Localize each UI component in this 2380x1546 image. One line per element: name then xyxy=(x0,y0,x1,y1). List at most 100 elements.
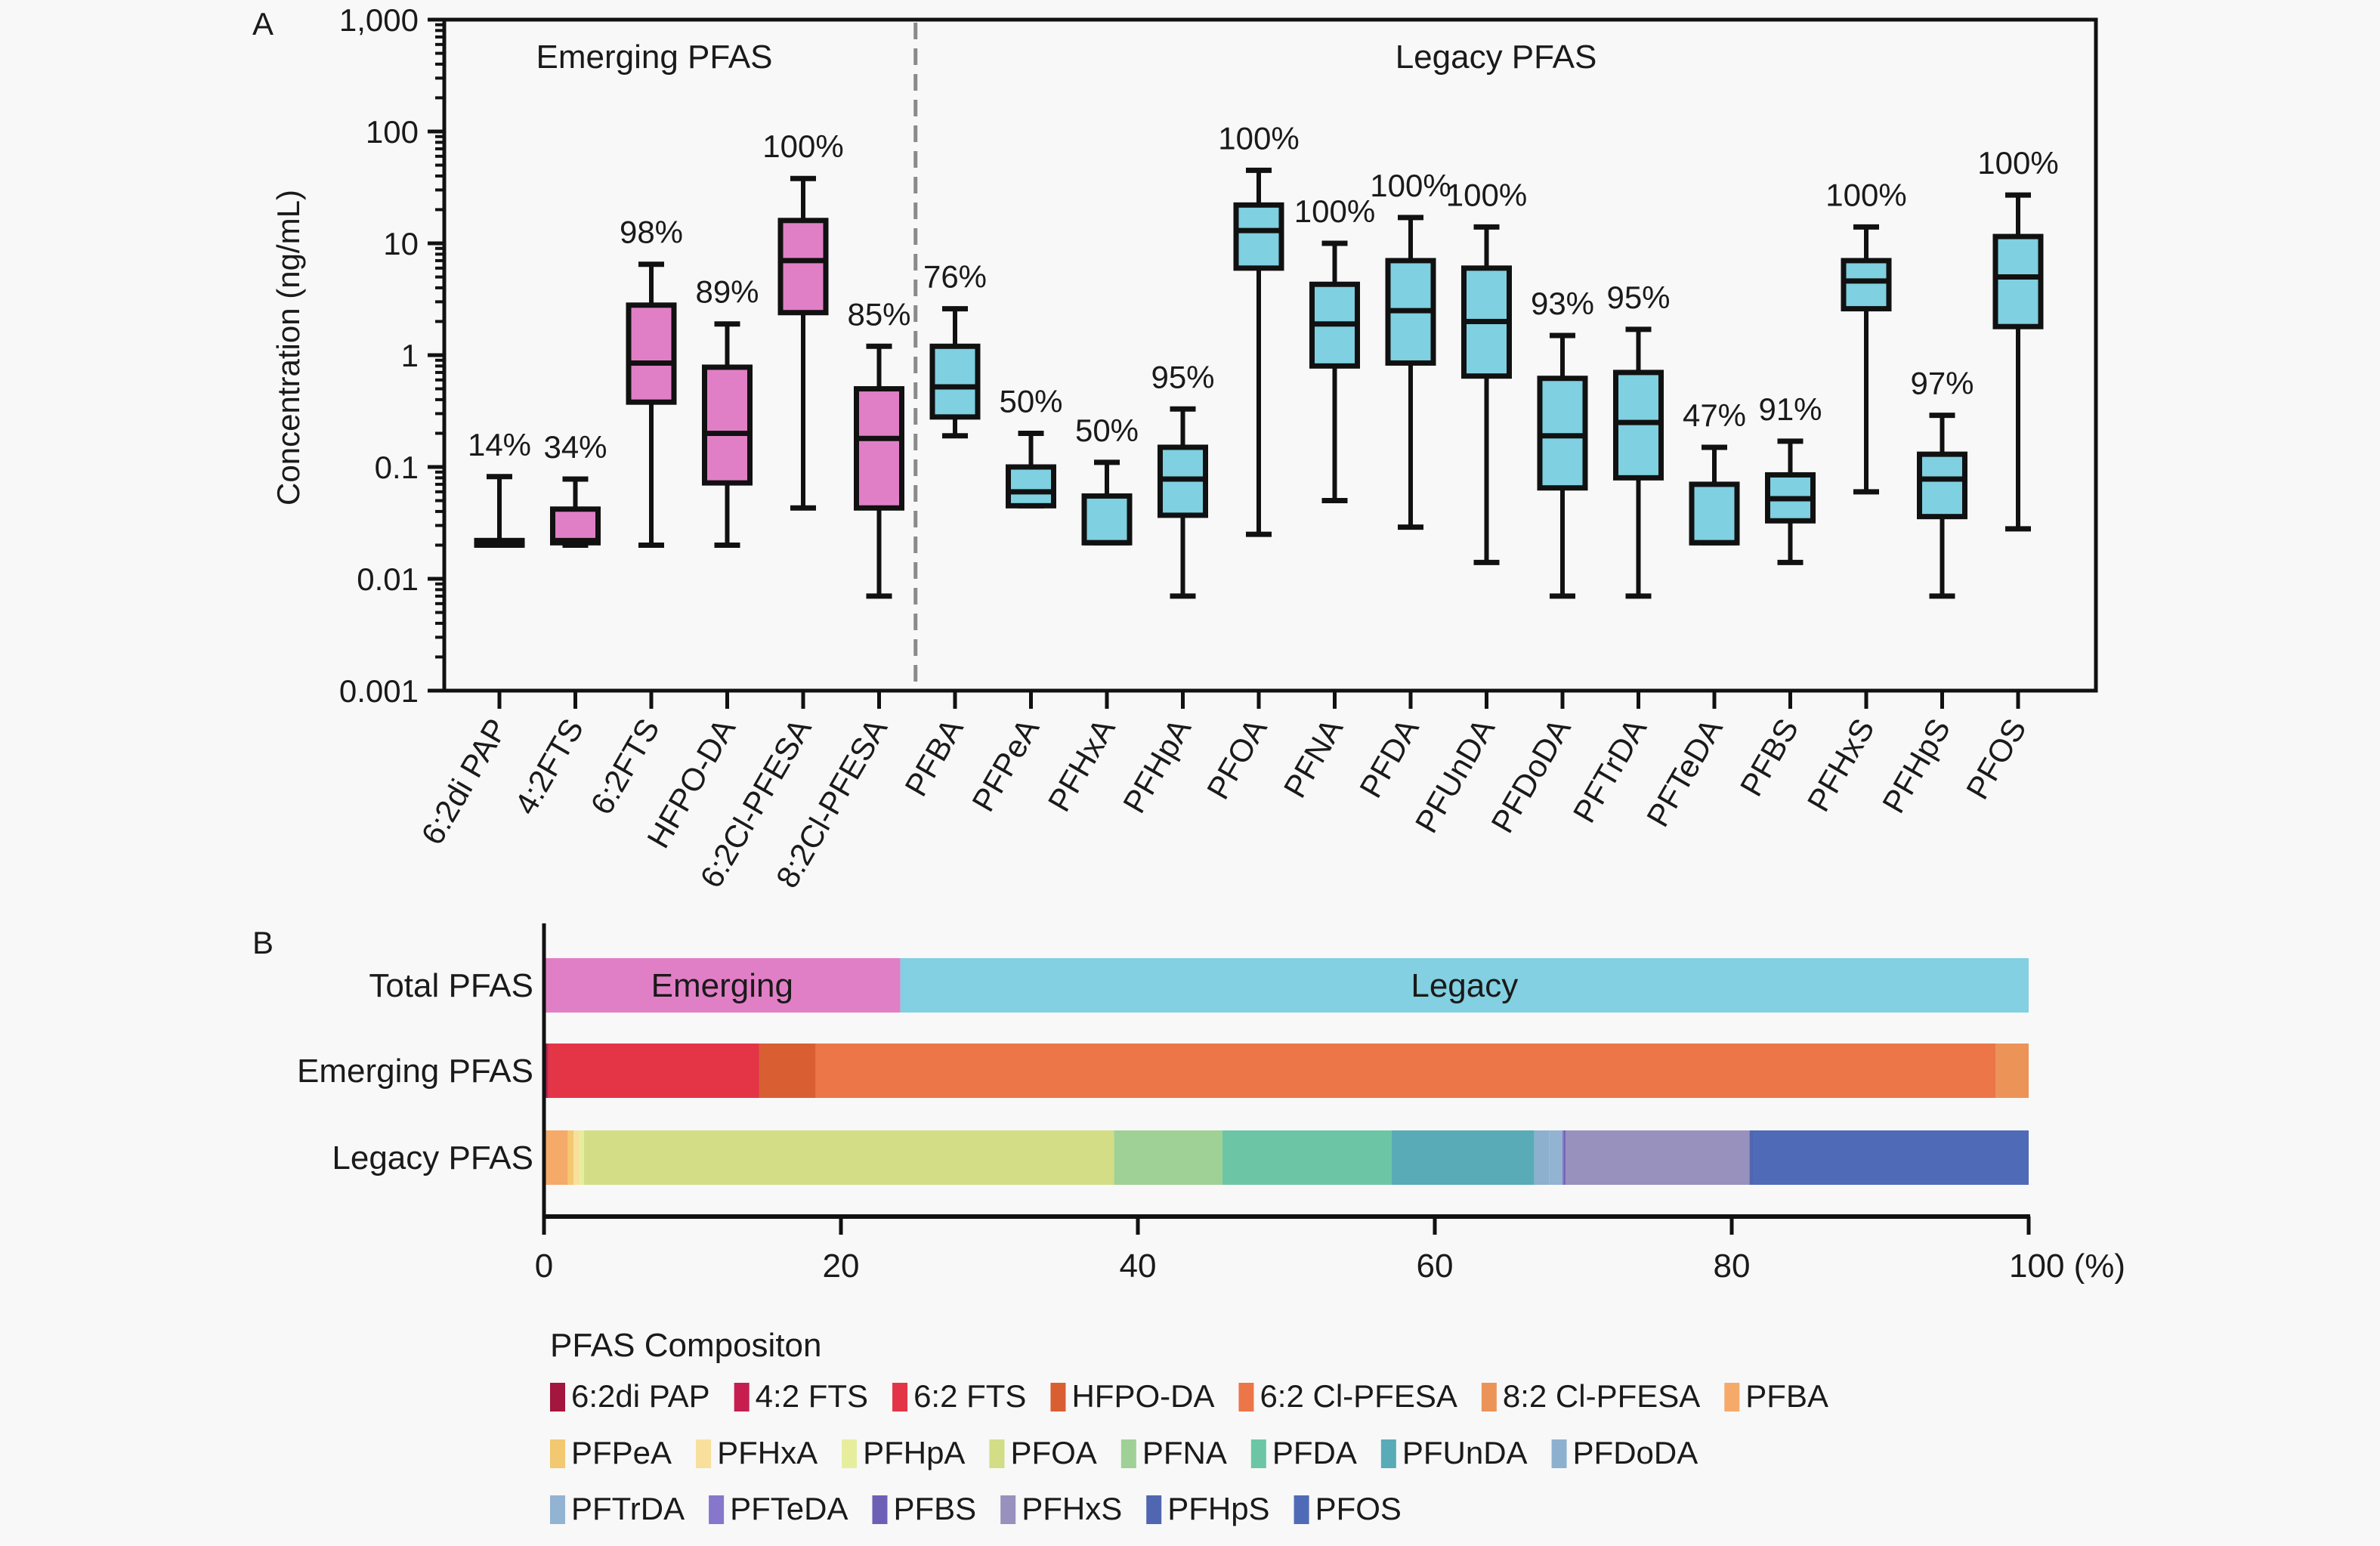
group-label-emerging: Emerging PFAS xyxy=(536,39,772,76)
legend-item: 6:2 FTS xyxy=(892,1378,1026,1414)
y-tick-label: 0.1 xyxy=(375,450,419,485)
detection-rate-label: 95% xyxy=(1606,280,1670,315)
legend-item: PFOA xyxy=(989,1435,1097,1470)
legend-label: PFBS xyxy=(893,1491,976,1526)
legend-item: PFNA xyxy=(1120,1435,1227,1470)
detection-rate-label: 100% xyxy=(1370,168,1451,203)
bar-row-legacy-pfas: Legacy PFAS xyxy=(332,1130,2029,1185)
legend-swatch xyxy=(1000,1495,1016,1524)
box-pfhxs: 100% PFHxS xyxy=(1800,177,1907,817)
legend-item: PFHxA xyxy=(696,1435,818,1470)
bar-segment xyxy=(1565,1130,1750,1185)
x-tick-label: PFBA xyxy=(898,713,970,802)
group-label-legacy: Legacy PFAS xyxy=(1396,39,1597,76)
x-tick-label: PFHpS xyxy=(1875,713,1957,819)
row-label: Total PFAS xyxy=(369,967,533,1004)
detection-rate-label: 100% xyxy=(1825,177,1906,212)
legend-label: PFTeDA xyxy=(730,1491,848,1526)
bar-row-emerging-pfas: Emerging PFAS xyxy=(297,1044,2029,1098)
detection-rate-label: 98% xyxy=(620,215,683,250)
panel-b-stacked-bar: Total PFAS Emerging Legacy Emerging PFAS Leg… xyxy=(297,923,2125,1285)
x-tick-label: PFOA xyxy=(1200,713,1274,805)
detection-rate-label: 100% xyxy=(1446,177,1527,212)
legend-item: PFTrDA xyxy=(550,1491,685,1526)
legend-swatch xyxy=(1050,1383,1066,1411)
box-iqr xyxy=(777,218,829,316)
legend-swatch xyxy=(872,1495,888,1524)
box-pfna: 100% PFNA xyxy=(1277,193,1376,804)
bar-segment xyxy=(548,1044,759,1098)
detection-rate-label: 97% xyxy=(1910,366,1974,401)
x-tick-label: 6:2di PAP xyxy=(414,713,515,851)
detection-rate-label: 100% xyxy=(762,128,843,164)
box-iqr xyxy=(702,364,753,486)
legend-swatch xyxy=(550,1495,565,1524)
bar-segment xyxy=(815,1044,1996,1098)
bar-segment xyxy=(900,958,2029,1013)
legend-item: PFPeA xyxy=(550,1435,672,1470)
box-6-2di-pap: 14% 6:2di PAP xyxy=(414,427,531,851)
box-iqr xyxy=(1006,464,1056,509)
x-tick-label: 80 xyxy=(1714,1248,1751,1285)
bar-segment xyxy=(1392,1130,1535,1185)
legend-swatch xyxy=(1294,1495,1309,1524)
bar-segment xyxy=(1549,1130,1562,1185)
bar-segment xyxy=(546,1044,549,1098)
x-tick-label: 100 (%) xyxy=(2009,1248,2125,1285)
legend-item: 6:2di PAP xyxy=(550,1378,710,1414)
legend: PFAS Compositon 6:2di PAP 4:2 FTS 6:2 FTS HF… xyxy=(550,1327,1828,1526)
legend-item: PFHpS xyxy=(1146,1491,1270,1526)
legend-label: PFHpA xyxy=(863,1435,965,1470)
detection-rate-label: 47% xyxy=(1683,397,1746,433)
bar-segment xyxy=(1534,1130,1550,1185)
box-8-2cl-pfesa: 85%8:2Cl-PFESA xyxy=(769,296,911,894)
x-tick-label: PFOS xyxy=(1959,713,2033,805)
panel-b-label: B xyxy=(252,925,274,960)
x-tick-label: PFHxS xyxy=(1800,713,1881,818)
legend-label: 6:2di PAP xyxy=(571,1378,710,1414)
legend-swatch xyxy=(550,1383,565,1411)
legend-item: PFTeDA xyxy=(709,1491,848,1526)
bar-segment xyxy=(584,1130,1114,1185)
detection-rate-label: 93% xyxy=(1531,286,1594,321)
legend-label: PFHpS xyxy=(1167,1491,1269,1526)
panel-a-label: A xyxy=(252,6,274,42)
detection-rate-label: 89% xyxy=(695,274,759,310)
detection-rate-label: 34% xyxy=(543,429,607,465)
x-tick-label: PFDA xyxy=(1352,713,1426,804)
legend-swatch xyxy=(892,1383,908,1411)
box-pfhps: 97% PFHpS xyxy=(1875,366,1974,819)
box-6-2cl-pfesa: 100%6:2Cl-PFESA xyxy=(693,128,843,894)
bar-segment xyxy=(580,1130,585,1185)
legend-swatch xyxy=(842,1439,858,1468)
box-pfoa: 100% PFOA xyxy=(1200,120,1300,805)
x-tick-label: 40 xyxy=(1120,1248,1157,1285)
box-pfda: 100% PFDA xyxy=(1352,168,1451,804)
y-tick-label: 1,000 xyxy=(339,2,419,38)
box-pfbs: 91% PFBS xyxy=(1733,391,1822,802)
detection-rate-label: 14% xyxy=(468,427,531,462)
legend-swatch xyxy=(734,1383,750,1411)
legend-label: PFUnDA xyxy=(1402,1435,1528,1470)
detection-rate-label: 50% xyxy=(1075,413,1139,448)
legend-item: PFHpA xyxy=(842,1435,965,1470)
legend-swatch xyxy=(1551,1439,1567,1468)
box-4-2fts: 34% 4:2FTS xyxy=(508,429,607,821)
box-iqr xyxy=(1081,493,1133,546)
panel-a-boxplot: 1,000 100 10 1 0.1 0.01 0.001 Concentration (ng… xyxy=(270,2,2098,894)
y-tick-label: 0.01 xyxy=(357,561,419,597)
legend-label: PFHxA xyxy=(717,1435,818,1470)
legend-item: PFDA xyxy=(1250,1435,1357,1470)
box-pfpea: 50% PFPeA xyxy=(965,383,1062,817)
box-iqr xyxy=(1233,202,1284,271)
bar-segment xyxy=(1995,1044,2029,1098)
legend-item: PFUnDA xyxy=(1380,1435,1528,1470)
detection-rate-label: 76% xyxy=(923,259,987,295)
detection-rate-label: 91% xyxy=(1758,391,1822,427)
legend-swatch xyxy=(709,1495,725,1524)
legend-label: PFDA xyxy=(1272,1435,1357,1470)
segment-label: Emerging xyxy=(651,967,793,1004)
legend-item: 4:2 FTS xyxy=(734,1378,868,1414)
bar-segment xyxy=(1754,1130,2029,1185)
x-tick-label: 60 xyxy=(1417,1248,1454,1285)
